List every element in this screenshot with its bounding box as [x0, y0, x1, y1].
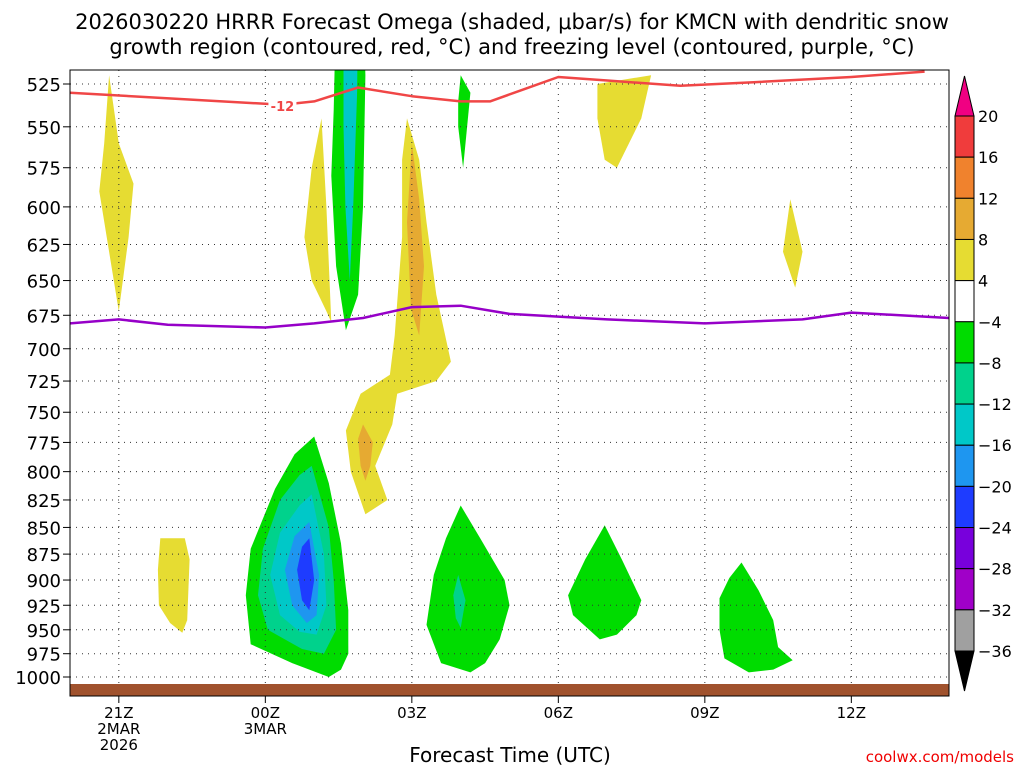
y-tick-label: 725 [27, 372, 61, 393]
omega-region-9 [358, 424, 373, 481]
dgz-minus12-line [70, 70, 925, 107]
colorbar-label: −32 [978, 601, 1012, 620]
y-tick-label: 650 [27, 272, 61, 293]
omega-region-18 [453, 574, 466, 628]
dgz-line-label: -12 [271, 100, 295, 115]
colorbar-bottom-arrow [954, 650, 975, 692]
omega-region-16 [297, 538, 315, 611]
x-tick-label: 21Z [104, 704, 133, 722]
y-tick-label: 600 [27, 198, 61, 219]
x-tick-label: 2026 [100, 736, 138, 754]
colorbar-bin [954, 444, 975, 487]
y-tick-label: 775 [27, 433, 61, 454]
colorbar-bin [954, 403, 975, 446]
omega-shading-layer [99, 70, 803, 677]
omega-region-17 [426, 505, 510, 673]
dgz-label-bg [268, 96, 297, 113]
y-tick-label: 850 [27, 518, 61, 539]
x-tick-label: 12Z [837, 704, 866, 722]
x-tick-label: 3MAR [244, 720, 287, 738]
plot-area: -12 [70, 70, 949, 696]
y-tick-label: 825 [27, 491, 61, 512]
y-tick-label: 700 [27, 340, 61, 361]
colorbar-label: −12 [978, 395, 1012, 414]
y-tick-label: 800 [27, 463, 61, 484]
colorbar-label: 12 [978, 189, 998, 208]
colorbar-bin [954, 238, 975, 282]
colorbar-bin [954, 115, 975, 158]
omega-region-19 [568, 525, 642, 640]
colorbar-label: −36 [978, 642, 1012, 661]
y-tick-label: 975 [27, 645, 61, 666]
colorbar-label: −20 [978, 477, 1012, 496]
colorbar-label: −8 [978, 354, 1002, 373]
colorbar-bin [954, 609, 975, 652]
colorbar-label: 4 [978, 272, 988, 291]
ground-surface [70, 684, 949, 696]
colorbar-bin [954, 280, 975, 323]
contour-lines-layer: -12 [70, 70, 949, 329]
y-tick-label: 575 [27, 159, 61, 180]
y-axis: 525 550 575 600 625 650 675 700 725 750 775 800 825 8… [15, 75, 70, 689]
y-tick-label: 675 [27, 306, 61, 327]
colorbar-top-arrow [954, 75, 975, 117]
x-axis-title: Forecast Time (UTC) [409, 743, 611, 767]
y-tick-label: 1000 [15, 668, 61, 689]
omega-region-1 [99, 75, 134, 312]
x-tick-label: 06Z [544, 704, 573, 722]
colorbar-bin [954, 321, 975, 364]
y-tick-label: 900 [27, 571, 61, 592]
omega-region-10 [597, 75, 652, 168]
omega-region-7 [345, 118, 451, 515]
colorbar-label: −4 [978, 313, 1002, 332]
colorbar-label: 8 [978, 230, 988, 249]
colorbar-label: 20 [978, 107, 998, 126]
colorbar-bin [954, 485, 975, 529]
colorbar-bin [954, 568, 975, 611]
x-tick-label: 00Z [251, 704, 280, 722]
x-tick-label: 09Z [690, 704, 719, 722]
y-tick-label: 750 [27, 403, 61, 424]
omega-region-5 [343, 70, 358, 281]
colorbar-bin [954, 156, 975, 199]
colorbar-label: −16 [978, 436, 1012, 455]
colorbar-label: 16 [978, 148, 998, 167]
colorbar-legend: 20 16 12 8 4 −4 −8 −12 −16 −20 −24 −28 −32 −36 [954, 75, 1012, 692]
colorbar-bin [954, 362, 975, 405]
omega-region-6 [458, 75, 471, 168]
x-tick-label: 2MAR [97, 720, 140, 738]
omega-region-3 [304, 118, 332, 323]
chart-title-line2: growth region (contoured, red, °C) and f… [109, 35, 914, 59]
y-tick-label: 625 [27, 235, 61, 256]
colorbar-bin [954, 197, 975, 240]
omega-region-2 [157, 538, 190, 633]
x-tick-label: 03Z [397, 704, 426, 722]
y-tick-label: 875 [27, 545, 61, 566]
colorbar-label: −24 [978, 519, 1012, 538]
y-tick-label: 550 [27, 118, 61, 139]
omega-region-20 [719, 562, 793, 673]
plot-frame [69, 69, 950, 697]
freezing-level-line [70, 304, 949, 329]
y-tick-label: 950 [27, 621, 61, 642]
chart-title-line1: 2026030220 HRRR Forecast Omega (shaded, … [75, 10, 949, 34]
colorbar-label: −28 [978, 560, 1012, 579]
omega-region-11 [783, 199, 803, 288]
omega-region-8 [407, 143, 424, 336]
colorbar-bin [954, 527, 975, 570]
grid-layer [70, 70, 949, 696]
credit-text: coolwx.com/models [866, 748, 1014, 766]
y-tick-label: 525 [27, 75, 61, 96]
y-tick-label: 925 [27, 596, 61, 617]
